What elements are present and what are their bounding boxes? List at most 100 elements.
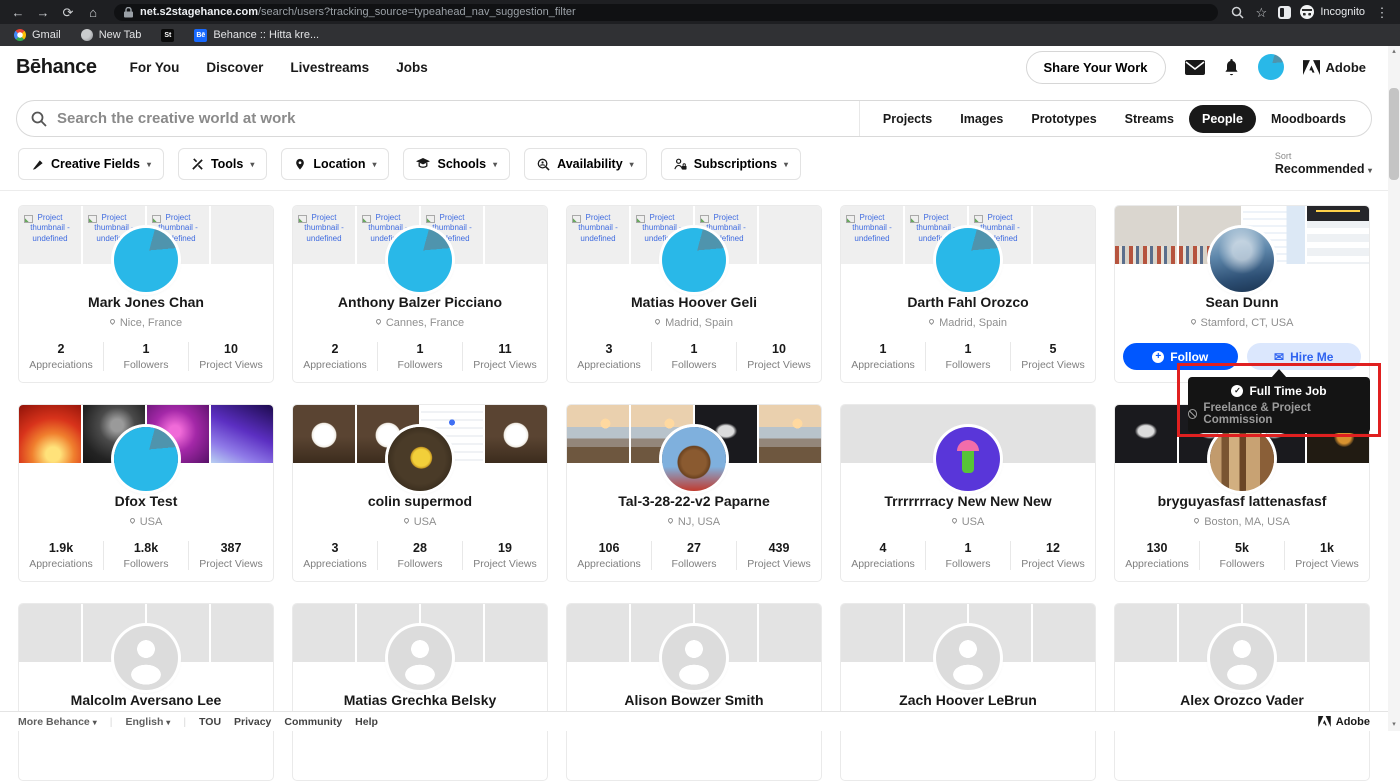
avatar[interactable] <box>114 228 178 292</box>
avatar[interactable] <box>1210 228 1274 292</box>
avatar-placeholder[interactable] <box>388 626 452 690</box>
tab-people[interactable]: People <box>1189 104 1256 133</box>
empty-thumbnail[interactable] <box>211 206 273 264</box>
user-card[interactable]: Project thumbnail - undefined Project th… <box>840 205 1096 383</box>
user-name[interactable]: Anthony Balzer Picciano <box>337 294 503 310</box>
user-avatar[interactable] <box>1257 54 1284 80</box>
nav-discover[interactable]: Discover <box>206 59 264 75</box>
back-icon[interactable]: ← <box>11 4 25 20</box>
empty-thumbnail[interactable] <box>485 206 547 264</box>
user-name[interactable]: Trrrrrrracy New New New <box>884 493 1052 509</box>
filter-location[interactable]: Location ▾ <box>281 148 390 180</box>
user-card[interactable]: Matias Grechka Belsky <box>292 603 548 781</box>
tab-moodboards[interactable]: Moodboards <box>1271 111 1346 126</box>
broken-thumbnail[interactable]: Project thumbnail - undefined <box>567 206 629 264</box>
tab-projects[interactable]: Projects <box>882 111 933 126</box>
avatar[interactable] <box>114 427 178 491</box>
refresh-icon[interactable]: ⟳ <box>62 4 74 20</box>
user-card[interactable]: Project thumbnail - undefined Project th… <box>292 205 548 383</box>
user-name[interactable]: Mark Jones Chan <box>88 294 204 310</box>
broken-thumbnail[interactable]: Project thumbnail - undefined <box>841 206 903 264</box>
filter-tools[interactable]: Tools ▾ <box>177 148 268 180</box>
project-thumbnail[interactable] <box>485 405 547 463</box>
tab-images[interactable]: Images <box>960 111 1004 126</box>
avatar[interactable] <box>388 427 452 491</box>
bookmark-star-icon[interactable]: ☆ <box>1255 4 1268 20</box>
footer-privacy[interactable]: Privacy <box>234 715 272 728</box>
user-card[interactable]: Trrrrrrracy New New New USA 4 Appreciatio… <box>840 404 1096 582</box>
user-card[interactable]: Tal-3-28-22-v2 Paparne NJ, USA 106 Apprec… <box>566 404 822 582</box>
user-name[interactable]: Alison Bowzer Smith <box>624 692 764 708</box>
user-card[interactable]: colin supermod USA 3 Appreciations 28 Foll… <box>292 404 548 582</box>
footer-more-behance[interactable]: More Behance ▾ <box>18 715 97 728</box>
avatar[interactable] <box>1210 427 1274 491</box>
user-name[interactable]: Matias Grechka Belsky <box>343 692 497 708</box>
bookmark-new-tab[interactable]: New Tab <box>80 29 141 41</box>
menu-dots-icon[interactable]: ⋮ <box>1375 4 1389 20</box>
avatar[interactable] <box>662 427 726 491</box>
user-card[interactable]: Project thumbnail - undefined Project th… <box>18 205 274 383</box>
share-your-work-button[interactable]: Share Your Work <box>1025 50 1166 84</box>
empty-thumbnail[interactable] <box>1033 206 1095 264</box>
scroll-down-icon[interactable]: ▾ <box>1392 721 1396 728</box>
footer-help[interactable]: Help <box>355 715 378 728</box>
tab-streams[interactable]: Streams <box>1124 111 1174 126</box>
avatar[interactable] <box>936 228 1000 292</box>
bookmark-gmail[interactable]: Gmail <box>14 29 61 41</box>
broken-thumbnail[interactable]: Project thumbnail - undefined <box>19 206 81 264</box>
avatar[interactable] <box>936 427 1000 491</box>
hire-me-button[interactable]: ✉ Hire Me <box>1246 343 1361 370</box>
sort-dropdown[interactable]: Recommended ▾ <box>1274 161 1372 176</box>
project-thumbnail[interactable] <box>759 405 821 463</box>
home-icon[interactable]: ⌂ <box>89 4 97 20</box>
forward-icon[interactable]: → <box>36 4 50 20</box>
search-icon[interactable] <box>1231 6 1244 19</box>
avatar[interactable] <box>388 228 452 292</box>
nav-livestreams[interactable]: Livestreams <box>290 59 370 75</box>
user-card[interactable]: Malcolm Aversano Lee <box>18 603 274 781</box>
notifications-bell-icon[interactable] <box>1224 58 1239 76</box>
user-name[interactable]: bryguyasfasf lattenasfasf <box>1157 493 1327 509</box>
nav-jobs[interactable]: Jobs <box>396 59 428 75</box>
scroll-up-icon[interactable]: ▴ <box>1392 48 1396 55</box>
project-thumbnail[interactable] <box>1307 206 1369 264</box>
user-card[interactable]: Sean Dunn Stamford, CT, USA + Follow ✉ Hir… <box>1114 205 1370 383</box>
footer-community[interactable]: Community <box>284 715 343 728</box>
side-panel-icon[interactable] <box>1278 5 1292 19</box>
search-input[interactable]: Search the creative world at work <box>57 110 296 127</box>
avatar-placeholder[interactable] <box>114 626 178 690</box>
project-thumbnails[interactable]: Project thumbnail - undefined Project th… <box>293 206 547 264</box>
project-thumbnail[interactable] <box>19 405 81 463</box>
project-thumbnails[interactable]: Project thumbnail - undefined Project th… <box>19 206 273 264</box>
project-thumbnail[interactable] <box>293 405 355 463</box>
filter-availability[interactable]: Availability ▾ <box>524 148 647 180</box>
filter-subscriptions[interactable]: Subscriptions ▾ <box>660 148 802 180</box>
user-card[interactable]: Project thumbnail - undefined Project th… <box>566 205 822 383</box>
user-name[interactable]: Matias Hoover Geli <box>630 294 758 310</box>
page-scrollbar[interactable]: ▴ ▾ <box>1388 46 1400 731</box>
project-thumbnail[interactable] <box>211 405 273 463</box>
follow-button[interactable]: + Follow <box>1123 343 1238 370</box>
project-thumbnail[interactable] <box>1115 206 1177 264</box>
user-name[interactable]: colin supermod <box>367 493 473 509</box>
user-card[interactable]: Alison Bowzer Smith <box>566 603 822 781</box>
project-thumbnails[interactable] <box>293 604 547 662</box>
user-card[interactable]: Zach Hoover LeBrun <box>840 603 1096 781</box>
user-name[interactable]: Zach Hoover LeBrun <box>899 692 1037 708</box>
broken-thumbnail[interactable]: Project thumbnail - undefined <box>293 206 355 264</box>
tab-prototypes[interactable]: Prototypes <box>1031 111 1097 126</box>
bookmark-st[interactable]: St <box>161 28 175 42</box>
project-thumbnail[interactable] <box>567 405 629 463</box>
user-name[interactable]: Sean Dunn <box>1205 294 1279 310</box>
user-name[interactable]: Tal-3-28-22-v2 Paparne <box>618 493 770 509</box>
footer-language[interactable]: English ▾ <box>125 715 171 728</box>
user-name[interactable]: Alex Orozco Vader <box>1180 692 1304 708</box>
filter-creative-fields[interactable]: Creative Fields ▾ <box>18 148 164 180</box>
filter-schools[interactable]: Schools ▾ <box>403 148 511 180</box>
user-name[interactable]: Darth Fahl Orozco <box>907 294 1029 310</box>
footer-tou[interactable]: TOU <box>199 715 222 728</box>
messages-icon[interactable] <box>1184 59 1205 75</box>
user-name[interactable]: Dfox Test <box>114 493 178 509</box>
avatar-placeholder[interactable] <box>1210 626 1274 690</box>
bookmark-behance[interactable]: Bē Behance :: Hitta kre... <box>194 28 319 42</box>
